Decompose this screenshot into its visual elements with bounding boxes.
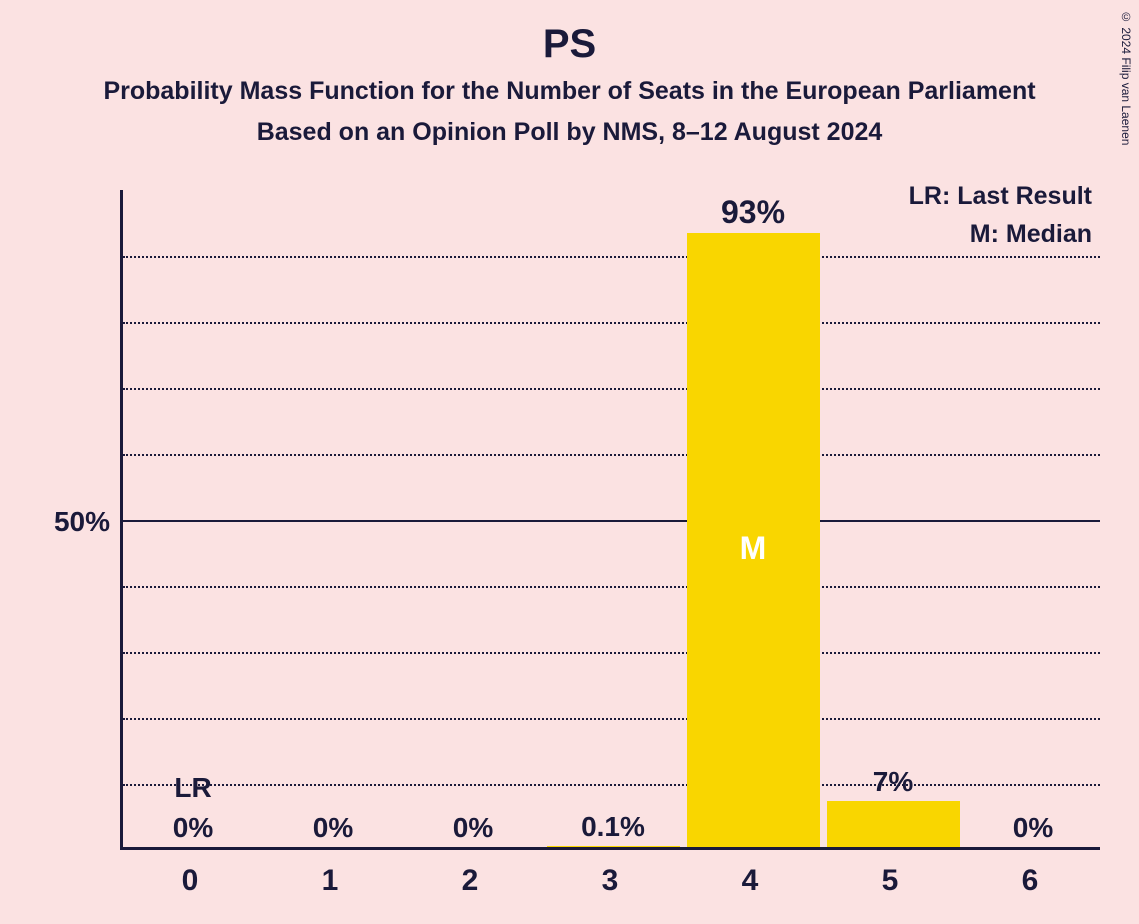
copyright-text: © 2024 Filip van Laenen (1119, 10, 1133, 145)
bar (827, 801, 960, 847)
legend-m: M: Median (909, 216, 1092, 254)
chart-title: PS (0, 22, 1139, 67)
gridline (123, 520, 1100, 522)
gridline (123, 718, 1100, 720)
gridline (123, 586, 1100, 588)
x-tick-label: 5 (840, 864, 940, 898)
bar-value-label: 93% (683, 194, 823, 231)
x-tick-label: 2 (420, 864, 520, 898)
bar-value-label: 0.1% (543, 811, 683, 843)
x-tick-label: 4 (700, 864, 800, 898)
legend-lr: LR: Last Result (909, 178, 1092, 216)
gridline (123, 256, 1100, 258)
gridline (123, 388, 1100, 390)
legend: LR: Last Result M: Median (909, 178, 1092, 253)
x-tick-label: 3 (560, 864, 660, 898)
gridline (123, 652, 1100, 654)
x-tick-label: 6 (980, 864, 1080, 898)
bar-value-label: 0% (123, 812, 263, 844)
bar-value-label: 0% (263, 812, 403, 844)
chart-subtitle-1: Probability Mass Function for the Number… (0, 77, 1139, 106)
bar-value-label: 0% (403, 812, 543, 844)
bar-value-label: 0% (963, 812, 1103, 844)
median-marker: M (740, 530, 767, 567)
chart-area: 50% LR: Last Result M: Median 0%LR0%0%0.… (30, 190, 1110, 890)
gridline (123, 322, 1100, 324)
x-tick-label: 1 (280, 864, 380, 898)
lr-marker: LR (174, 772, 211, 804)
chart-subtitle-2: Based on an Opinion Poll by NMS, 8–12 Au… (0, 118, 1139, 147)
bar (547, 846, 680, 847)
y-axis-label-50: 50% (30, 506, 110, 538)
plot-region: LR: Last Result M: Median 0%LR0%0%0.1%93… (120, 190, 1100, 850)
x-tick-label: 0 (140, 864, 240, 898)
bar-value-label: 7% (823, 766, 963, 798)
title-block: PS Probability Mass Function for the Num… (0, 0, 1139, 147)
gridline (123, 454, 1100, 456)
